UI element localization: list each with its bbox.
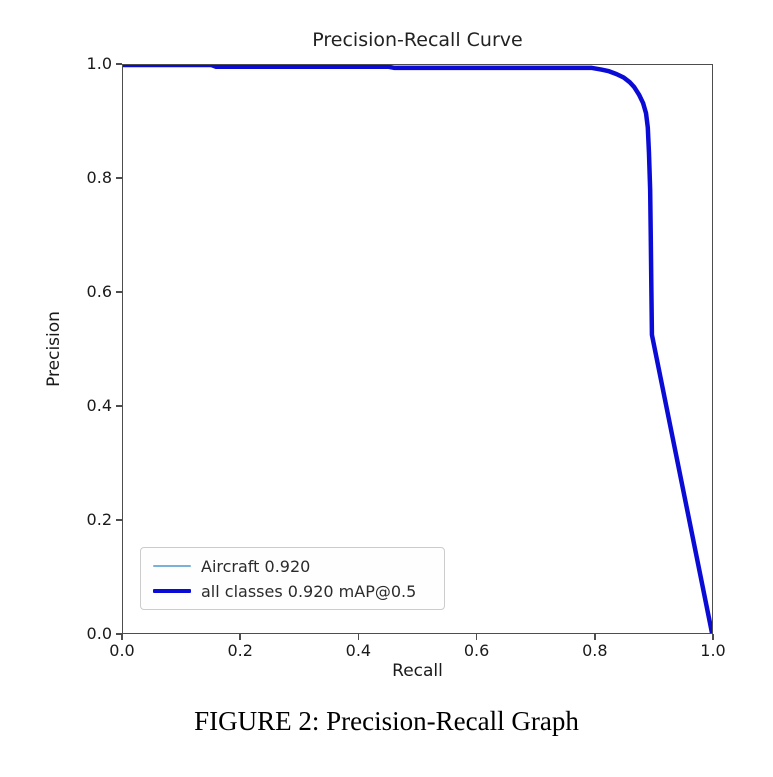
y-tick-label: 0.0 — [86, 624, 112, 643]
x-axis-label: Recall — [392, 661, 443, 681]
legend-line-swatch-aircraft — [153, 565, 191, 567]
y-tick-mark — [116, 63, 122, 65]
y-tick-mark — [116, 633, 122, 635]
y-axis-label: Precision — [44, 311, 64, 387]
y-tick-label: 1.0 — [86, 54, 112, 73]
legend-label-aircraft: Aircraft 0.920 — [201, 556, 311, 576]
y-tick-label: 0.4 — [86, 396, 112, 415]
x-tick-label: 0.6 — [463, 641, 490, 660]
pr-curve-lines — [123, 65, 712, 633]
y-tick-label: 0.8 — [86, 168, 112, 187]
x-tick-mark — [239, 634, 241, 640]
curve-all — [123, 65, 712, 633]
figure-caption: FIGURE 2: Precision-Recall Graph — [194, 706, 579, 736]
x-tick-label: 0.0 — [109, 641, 135, 660]
x-tick-label: 0.4 — [345, 641, 372, 660]
x-tick-mark — [594, 634, 596, 640]
x-tick-mark — [475, 634, 478, 640]
x-tick-label: 0.8 — [582, 641, 608, 660]
y-tick-mark — [116, 291, 122, 293]
chart-title: Precision-Recall Curve — [312, 29, 523, 51]
y-tick-mark — [116, 519, 122, 521]
x-tick-label: 0.2 — [227, 641, 253, 660]
plot-area — [122, 64, 713, 634]
x-tick-mark — [121, 634, 123, 640]
x-tick-label: 1.0 — [700, 641, 726, 660]
legend: Aircraft 0.920 all classes 0.920 mAP@0.5 — [140, 547, 445, 610]
legend-item-aircraft: Aircraft 0.920 — [153, 554, 432, 578]
legend-line-swatch-all-classes — [153, 588, 191, 594]
y-tick-mark — [116, 177, 122, 179]
y-tick-label: 0.6 — [86, 282, 112, 301]
x-tick-mark — [712, 634, 714, 640]
y-tick-label: 0.2 — [86, 510, 112, 529]
y-tick-mark — [116, 405, 122, 407]
x-tick-mark — [357, 634, 360, 640]
legend-item-all-classes: all classes 0.920 mAP@0.5 — [153, 579, 432, 603]
legend-label-all-classes: all classes 0.920 mAP@0.5 — [201, 581, 417, 601]
